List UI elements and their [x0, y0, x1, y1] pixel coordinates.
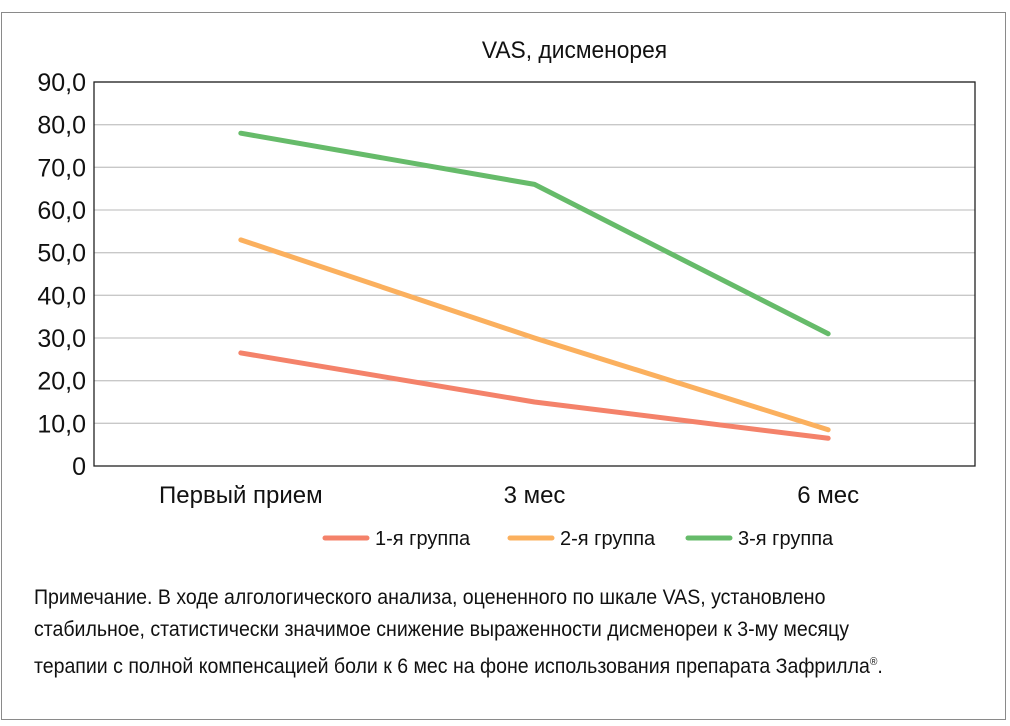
note-text: Примечание. В ходе алгологического анали…	[34, 586, 870, 678]
note-end: .	[877, 655, 883, 678]
y-tick-label: 90,0	[37, 69, 86, 97]
legend-label-2: 2-я группа	[560, 528, 656, 550]
y-tick-label: 30,0	[37, 325, 86, 353]
x-tick-label: 3 мес	[504, 482, 566, 509]
chart-frame	[1, 12, 1006, 720]
plot-area	[93, 81, 976, 467]
y-tick-label: 20,0	[37, 368, 86, 396]
series-line-2	[238, 237, 831, 433]
y-tick-label: 60,0	[37, 197, 86, 225]
legend-label-3: 3-я группа	[738, 528, 834, 550]
y-tick-label: 80,0	[37, 112, 86, 140]
chart-title: VAS, дисменорея	[482, 36, 667, 63]
y-tick-label: 40,0	[37, 282, 86, 310]
x-tick-label: Первый прием	[159, 482, 323, 509]
y-tick-label: 50,0	[37, 240, 86, 268]
registered-mark: ®	[869, 656, 878, 668]
x-tick-label: 6 мес	[797, 482, 859, 509]
series-line-3	[238, 130, 831, 337]
chart-note: Примечание. В ходе алгологического анали…	[34, 582, 918, 683]
y-tick-label: 70,0	[37, 154, 86, 182]
y-tick-label: 10,0	[37, 410, 86, 438]
legend-label-1: 1-я группа	[375, 528, 471, 550]
y-tick-label: 0	[72, 453, 86, 481]
series-line-1	[238, 350, 831, 441]
